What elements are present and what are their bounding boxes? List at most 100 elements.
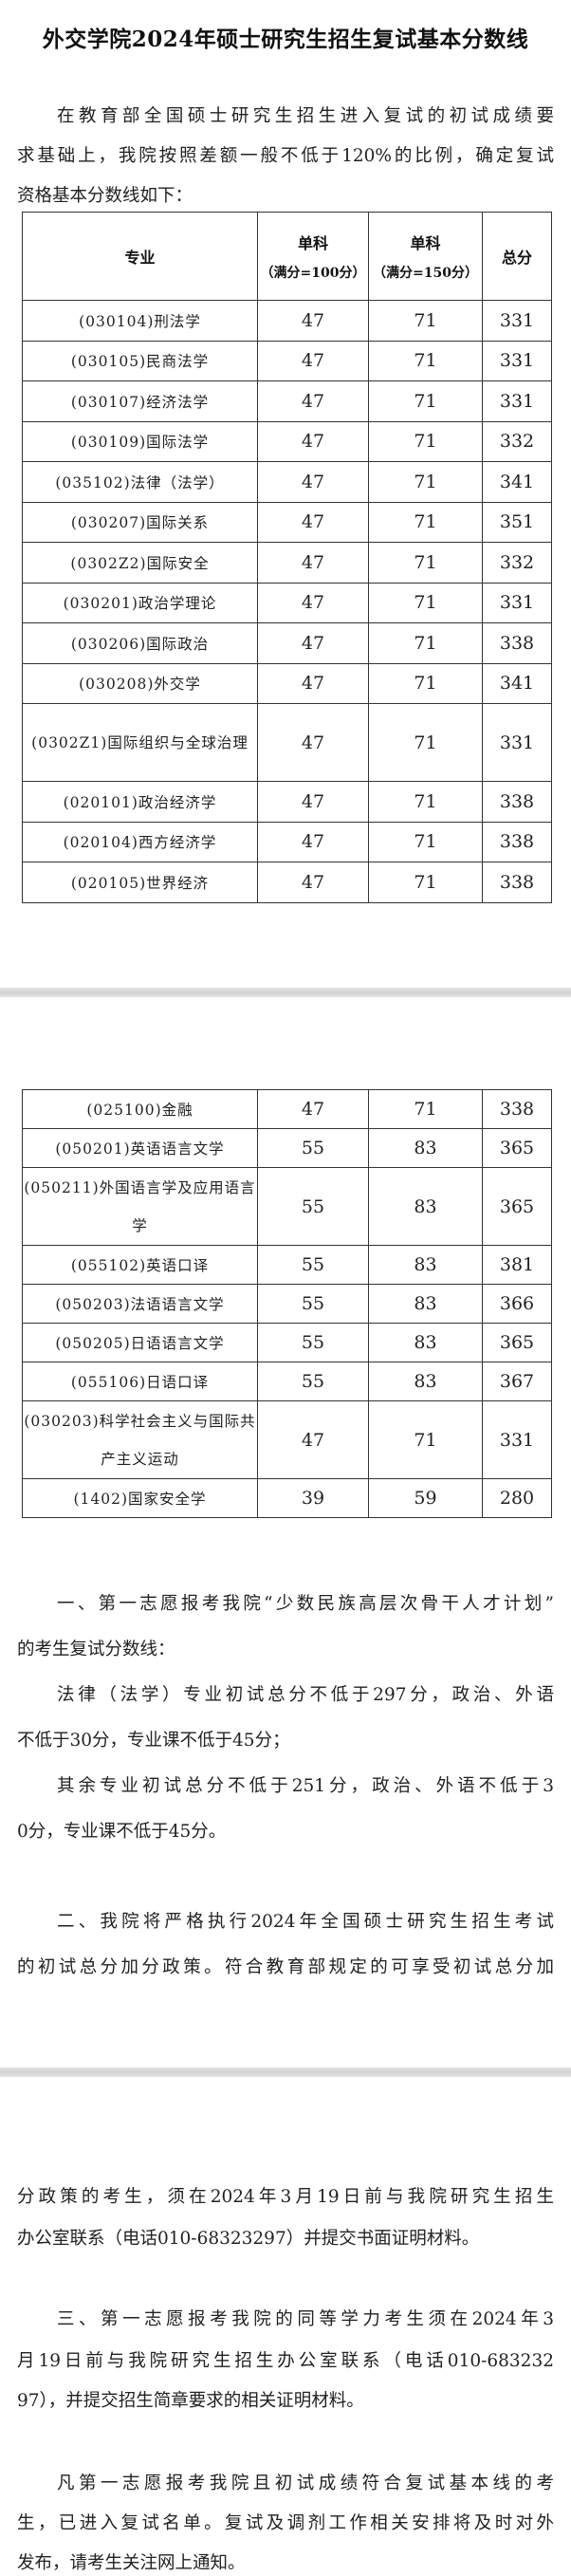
single-100-cell: 47	[257, 501, 369, 543]
total-cell: 365	[482, 1323, 552, 1362]
total-cell: 332	[482, 420, 552, 462]
major-cell: (020104)西方经济学	[22, 821, 258, 862]
text-line: 资格基本分数线如下：	[17, 186, 193, 206]
single-100-cell: 47	[257, 380, 369, 422]
major-cell: (050203)法语语言文学	[22, 1284, 258, 1324]
single-150-cell: 71	[368, 461, 483, 503]
single-100-cell: 47	[257, 420, 369, 462]
table-row: (035102)法律（法学） 47 71 341	[22, 461, 552, 503]
major-cell: (055102)英语口译	[22, 1245, 258, 1285]
single-100-cell: 55	[257, 1323, 369, 1362]
single-100-cell: 47	[257, 542, 369, 584]
table-row: (050211)外国语言学及应用语言学 55 83 365	[22, 1167, 552, 1246]
major-cell: (035102)法律（法学）	[22, 461, 258, 503]
text-line: 法律（法学）专业初试总分不低于297分，政治、外语	[57, 1685, 554, 1705]
table-row: (020104)西方经济学 47 71 338	[22, 821, 552, 862]
major-cell: (050205)日语语言文学	[22, 1323, 258, 1362]
text-line: 二、我院将严格执行2024年全国硕士研究生招生考试	[57, 1912, 554, 1932]
single-150-cell: 71	[368, 542, 483, 584]
major-cell: (050211)外国语言学及应用语言学	[22, 1167, 258, 1246]
page-separator	[0, 988, 571, 997]
header-single-100: 单科 （满分=100分）	[257, 212, 369, 301]
single-150-cell: 83	[368, 1245, 483, 1285]
header-total: 总分	[482, 212, 552, 301]
total-cell: 331	[482, 582, 552, 623]
text-line: 求基础上，我院按照差额一般不低于120%的比例，确定复试	[17, 146, 554, 166]
table-row: (020101)政治经济学 47 71 338	[22, 781, 552, 823]
total-cell: 338	[482, 821, 552, 862]
single-100-cell: 47	[257, 340, 369, 381]
single-100-cell: 47	[257, 1400, 369, 1479]
table-row: (050203)法语语言文学 55 83 366	[22, 1284, 552, 1324]
total-cell: 341	[482, 662, 552, 704]
text-line: 三、第一志愿报考我院的同等学力考生须在2024年3	[57, 2309, 554, 2329]
text-line: 办公室联系（电话010-68323297）并提交书面证明材料。	[17, 2229, 480, 2249]
total-cell: 331	[482, 1400, 552, 1479]
total-cell: 338	[482, 862, 552, 903]
text-line: 生，已进入复试名单。复试及调剂工作相关安排将及时对外	[17, 2513, 554, 2533]
table-row: (1402)国家安全学 39 59 280	[22, 1478, 552, 1518]
single-150-cell: 71	[368, 862, 483, 903]
text-line: 的考生复试分数线：	[17, 1640, 175, 1659]
table-row: (030203)科学社会主义与国际共产主义运动 47 71 331	[22, 1400, 552, 1479]
text-line: 月19日前与我院研究生招生办公室联系（电话010-683232	[17, 2351, 554, 2371]
single-100-cell: 55	[257, 1245, 369, 1285]
header-major: 专业	[22, 212, 258, 301]
total-cell: 331	[482, 380, 552, 422]
single-100-cell: 55	[257, 1167, 369, 1246]
table-row: (055102)英语口译 55 83 381	[22, 1245, 552, 1285]
single-150-cell: 71	[368, 582, 483, 623]
score-table-part2: (025100)金融 47 71 338 (050201)英语语言文学 55 83 365 (0…	[22, 1089, 552, 1518]
table-row: (030109)国际法学 47 71 332	[22, 420, 552, 462]
major-cell: (030208)外交学	[22, 662, 258, 704]
total-cell: 338	[482, 622, 552, 664]
major-cell: (0302Z1)国际组织与全球治理	[22, 703, 258, 782]
single-150-cell: 71	[368, 662, 483, 704]
text-line: 的初试总分加分政策。符合教育部规定的可享受初试总分加	[17, 1957, 554, 1977]
total-cell: 331	[482, 340, 552, 381]
table-row: (030207)国际关系 47 71 351	[22, 501, 552, 543]
total-cell: 366	[482, 1284, 552, 1324]
major-cell: (1402)国家安全学	[22, 1478, 258, 1518]
table-row: (030201)政治学理论 47 71 331	[22, 582, 552, 623]
major-cell: (030105)民商法学	[22, 340, 258, 381]
single-150-cell: 71	[368, 1089, 483, 1129]
single-150-cell: 71	[368, 622, 483, 664]
major-cell: (020101)政治经济学	[22, 781, 258, 823]
page-title: 外交学院2024年硕士研究生招生复试基本分数线	[42, 27, 529, 52]
text-line: 在教育部全国硕士研究生招生进入复试的初试成绩要	[57, 106, 554, 126]
text-line: 发布，请考生关注网上通知。	[17, 2553, 246, 2573]
single-150-cell: 71	[368, 821, 483, 862]
table-row: (030208)外交学 47 71 341	[22, 662, 552, 704]
major-cell: (020105)世界经济	[22, 862, 258, 903]
text-line: 一、第一志愿报考我院“少数民族高层次骨干人才计划”	[57, 1594, 554, 1614]
total-cell: 341	[482, 461, 552, 503]
table-row: (030104)刑法学 47 71 331	[22, 300, 552, 342]
single-150-cell: 83	[368, 1284, 483, 1324]
single-100-cell: 47	[257, 300, 369, 342]
major-cell: (055106)日语口译	[22, 1362, 258, 1401]
table-row: (0302Z1)国际组织与全球治理 47 71 331	[22, 703, 552, 782]
single-150-cell: 59	[368, 1478, 483, 1518]
total-cell: 332	[482, 542, 552, 584]
major-cell: (0302Z2)国际安全	[22, 542, 258, 584]
major-cell: (030207)国际关系	[22, 501, 258, 543]
single-100-cell: 47	[257, 461, 369, 503]
single-100-cell: 39	[257, 1478, 369, 1518]
single-150-cell: 83	[368, 1323, 483, 1362]
single-150-cell: 83	[368, 1362, 483, 1401]
total-cell: 367	[482, 1362, 552, 1401]
single-100-cell: 47	[257, 662, 369, 704]
single-100-cell: 47	[257, 582, 369, 623]
major-cell: (030104)刑法学	[22, 300, 258, 342]
total-cell: 381	[482, 1245, 552, 1285]
single-150-cell: 71	[368, 340, 483, 381]
single-100-cell: 47	[257, 622, 369, 664]
total-cell: 351	[482, 501, 552, 543]
single-100-cell: 47	[257, 862, 369, 903]
major-cell: (030203)科学社会主义与国际共产主义运动	[22, 1400, 258, 1479]
major-cell: (050201)英语语言文学	[22, 1128, 258, 1168]
text-line: 凡第一志愿报考我院且初试成绩符合复试基本线的考	[57, 2474, 554, 2493]
total-cell: 331	[482, 300, 552, 342]
page-separator	[0, 2067, 571, 2077]
